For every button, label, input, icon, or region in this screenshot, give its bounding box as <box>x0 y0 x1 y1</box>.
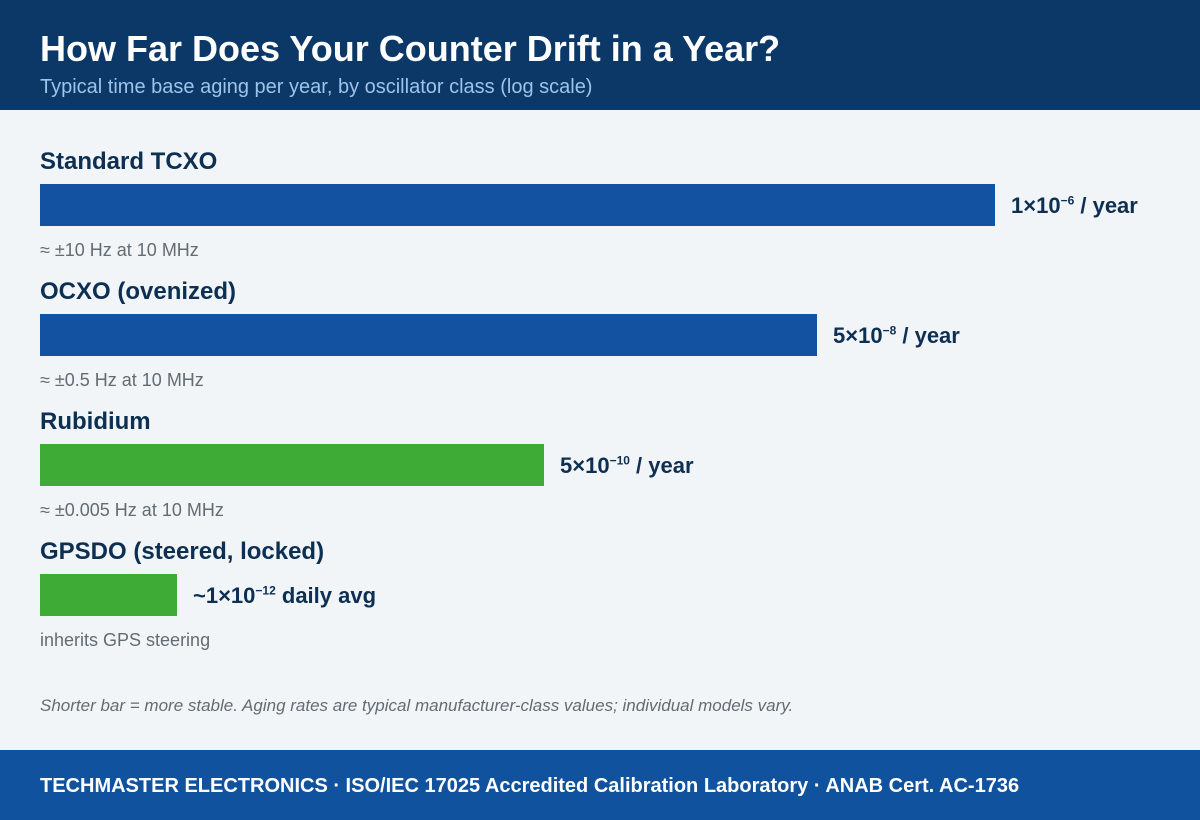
bar-note: ≈ ±0.5 Hz at 10 MHz <box>40 370 204 390</box>
value-mantissa: 5×10 <box>833 323 883 348</box>
value-suffix: / year <box>1074 193 1138 218</box>
bar-category-label: OCXO (ovenized) <box>40 278 237 305</box>
bar <box>40 574 177 616</box>
bar-note: ≈ ±0.005 Hz at 10 MHz <box>40 500 224 520</box>
bar <box>40 444 544 486</box>
value-exponent: −12 <box>255 583 276 598</box>
bar-value-label: 5×10−8 / year <box>833 322 960 350</box>
bar-value-label: 1×10−6 / year <box>1011 192 1138 220</box>
footer-banner: TECHMASTER ELECTRONICS · ISO/IEC 17025 A… <box>0 750 1200 820</box>
chart-title: How Far Does Your Counter Drift in a Yea… <box>40 28 781 69</box>
bar <box>40 314 817 356</box>
chart-subtitle: Typical time base aging per year, by osc… <box>40 76 593 98</box>
bar-category-label: Standard TCXO <box>40 148 218 175</box>
value-exponent: −10 <box>609 453 630 468</box>
value-exponent: −8 <box>882 323 897 338</box>
bar-category-label: Rubidium <box>40 408 151 435</box>
bar-note: ≈ ±10 Hz at 10 MHz <box>40 240 199 260</box>
value-suffix: / year <box>896 323 960 348</box>
bar-value-label: 5×10−10 / year <box>560 452 694 480</box>
bar-category-label: GPSDO (steered, locked) <box>40 538 325 565</box>
value-suffix: / year <box>629 453 694 478</box>
value-exponent: −6 <box>1060 193 1075 208</box>
bar <box>40 184 995 226</box>
footer-text: TECHMASTER ELECTRONICS · ISO/IEC 17025 A… <box>40 775 1020 797</box>
bar-note: inherits GPS steering <box>40 630 211 650</box>
value-mantissa: ~1×10 <box>193 583 256 608</box>
value-mantissa: 5×10 <box>560 453 610 478</box>
value-suffix: daily avg <box>275 583 377 608</box>
header-banner: How Far Does Your Counter Drift in a Yea… <box>0 0 1200 110</box>
chart-footnote: Shorter bar = more stable. Aging rates a… <box>40 696 794 715</box>
bar-value-label: ~1×10−12 daily avg <box>193 582 376 610</box>
value-mantissa: 1×10 <box>1011 193 1061 218</box>
